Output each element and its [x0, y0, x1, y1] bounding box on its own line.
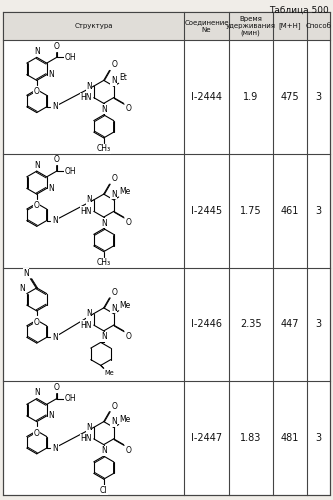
- Text: Таблица 500: Таблица 500: [269, 6, 329, 15]
- Text: N: N: [23, 268, 29, 278]
- Text: N: N: [111, 418, 117, 426]
- Text: N: N: [53, 444, 58, 452]
- Text: HN: HN: [80, 93, 92, 102]
- Text: N: N: [34, 160, 40, 170]
- Text: 3: 3: [315, 320, 322, 330]
- Text: O: O: [34, 201, 40, 210]
- Text: N: N: [111, 304, 117, 312]
- Text: Me: Me: [120, 414, 131, 424]
- Text: 3: 3: [315, 92, 322, 102]
- Text: N: N: [111, 76, 117, 85]
- Text: N: N: [86, 82, 92, 90]
- Text: 2.35: 2.35: [240, 320, 261, 330]
- Text: Me: Me: [120, 187, 131, 196]
- Text: Структура: Структура: [75, 23, 113, 29]
- Text: O: O: [126, 332, 132, 341]
- Text: N: N: [20, 284, 25, 292]
- Text: N: N: [48, 184, 54, 193]
- Text: O: O: [54, 42, 60, 50]
- Text: HN: HN: [80, 207, 92, 216]
- Text: O: O: [34, 88, 40, 96]
- Text: O: O: [112, 174, 117, 183]
- Text: 481: 481: [281, 433, 299, 443]
- Text: O: O: [112, 402, 117, 410]
- Text: O: O: [126, 446, 132, 454]
- Text: N: N: [86, 423, 92, 432]
- Text: N: N: [111, 190, 117, 199]
- Text: N: N: [86, 309, 92, 318]
- Text: OH: OH: [65, 394, 76, 403]
- Text: Время
удерживания
(мин): Время удерживания (мин): [226, 16, 276, 36]
- Text: OH: OH: [65, 53, 76, 62]
- Text: N: N: [101, 105, 107, 114]
- Text: OH: OH: [65, 166, 76, 175]
- Text: O: O: [112, 288, 117, 297]
- Text: O: O: [126, 104, 132, 114]
- Text: 475: 475: [281, 92, 299, 102]
- Text: O: O: [126, 218, 132, 227]
- Text: Cl: Cl: [100, 486, 108, 494]
- Text: N: N: [86, 196, 92, 204]
- Text: N: N: [53, 216, 58, 225]
- Text: N: N: [101, 446, 107, 455]
- Text: I-2445: I-2445: [191, 206, 222, 216]
- Text: O: O: [54, 156, 60, 164]
- Text: 1.83: 1.83: [240, 433, 261, 443]
- Text: HN: HN: [80, 320, 92, 330]
- Text: [M+H]: [M+H]: [279, 22, 301, 30]
- Text: HN: HN: [80, 434, 92, 444]
- Text: N: N: [101, 332, 107, 342]
- Bar: [3, 12, 330, 40]
- Text: N: N: [53, 102, 58, 112]
- Text: N: N: [48, 412, 54, 420]
- Text: 1.9: 1.9: [243, 92, 258, 102]
- Text: N: N: [34, 47, 40, 56]
- Text: O: O: [54, 383, 60, 392]
- Text: Et: Et: [120, 73, 128, 82]
- Text: 3: 3: [315, 206, 322, 216]
- Text: 1.75: 1.75: [240, 206, 261, 216]
- Text: O: O: [112, 60, 117, 70]
- Text: O: O: [34, 428, 40, 438]
- Text: CH₃: CH₃: [97, 144, 111, 154]
- Text: I-2444: I-2444: [191, 92, 222, 102]
- Text: 447: 447: [281, 320, 299, 330]
- Text: N: N: [34, 388, 40, 397]
- Text: 461: 461: [281, 206, 299, 216]
- Text: N: N: [48, 70, 54, 79]
- Text: I-2446: I-2446: [191, 320, 222, 330]
- Text: N: N: [101, 218, 107, 228]
- Text: Соединение
Ne: Соединение Ne: [184, 20, 229, 32]
- Text: Способ: Способ: [306, 23, 331, 29]
- Text: O: O: [34, 318, 40, 327]
- Text: CH₃: CH₃: [97, 258, 111, 267]
- Text: Me: Me: [105, 370, 115, 376]
- Text: I-2447: I-2447: [191, 433, 222, 443]
- Text: Me: Me: [120, 300, 131, 310]
- Text: N: N: [53, 333, 58, 342]
- Text: 3: 3: [315, 433, 322, 443]
